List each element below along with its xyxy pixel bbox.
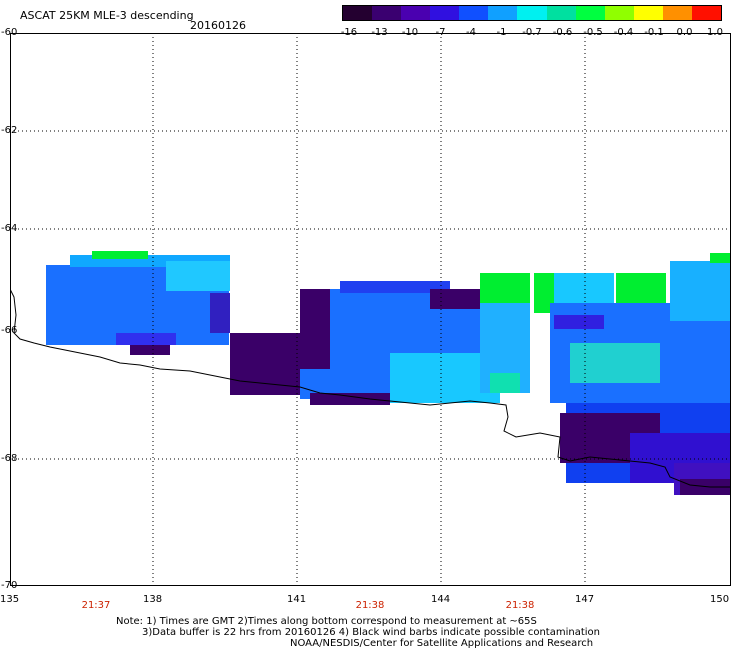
colorbar-label: -0.7 [522, 27, 542, 38]
wind-swath-block [554, 273, 614, 303]
colorbar-label: -10 [401, 27, 419, 38]
latitude-label: -64 [1, 223, 18, 234]
map-plot [10, 33, 731, 586]
wind-swath-block [480, 273, 530, 303]
wind-swath-block [616, 273, 666, 303]
note-line-3: NOAA/NESDIS/Center for Satellite Applica… [290, 638, 594, 649]
colorbar-segment [633, 6, 663, 20]
wind-swath-block [570, 343, 660, 383]
colorbar-segment [662, 6, 692, 20]
wind-swath-block [554, 315, 604, 329]
colorbar-segment [459, 6, 489, 20]
colorbar-segment [575, 6, 605, 20]
colorbar-segment [691, 6, 722, 20]
colorbar-label: -0.6 [552, 27, 573, 38]
wind-swath-block [166, 261, 230, 291]
wind-swath-block [310, 393, 390, 405]
note-line-1: Note: 1) Times are GMT 2)Times along bot… [116, 616, 537, 627]
colorbar-segment [401, 6, 431, 20]
colorbar-label: -4 [466, 27, 476, 38]
colorbar-label: -13 [371, 27, 388, 38]
wind-swath-block [300, 289, 330, 369]
colorbar-segment [604, 6, 634, 20]
colorbar-segment [517, 6, 547, 20]
colorbar-label: 1.0 [707, 27, 723, 38]
latitude-label: -70 [1, 580, 18, 591]
coastline [10, 288, 731, 488]
wind-swath-block [210, 293, 230, 333]
map-date: 20160126 [190, 19, 246, 32]
wind-swaths [46, 251, 731, 495]
longitude-label: 135 [0, 594, 20, 605]
wind-swath-block [340, 281, 450, 293]
grid-lines [10, 33, 731, 586]
wind-swath-block [670, 261, 731, 321]
latitude-label: -68 [1, 453, 18, 464]
wind-swath-block [430, 289, 480, 309]
map-title: ASCAT 25KM MLE-3 descending [20, 9, 194, 22]
colorbar-segment [546, 6, 576, 20]
colorbar-segment [372, 6, 402, 20]
longitude-label: 141 [287, 594, 307, 605]
time-label: 21:38 [355, 600, 385, 611]
colorbar-label: -7 [435, 27, 446, 38]
wind-swath-block [490, 373, 520, 393]
wind-swath-block [710, 253, 731, 263]
wind-swath-block [92, 251, 148, 259]
latitude-label: -60 [1, 27, 18, 38]
longitude-label: 150 [710, 594, 730, 605]
colorbar-segment [430, 6, 460, 20]
wind-swath-block [116, 333, 176, 345]
colorbar-label: -1 [496, 27, 507, 38]
longitude-label: 138 [143, 594, 163, 605]
colorbar-label: -0.5 [583, 27, 603, 38]
plot-frame [10, 33, 731, 586]
latitude-label: -62 [1, 125, 18, 136]
longitude-label: 144 [431, 594, 451, 605]
time-label: 21:38 [505, 600, 535, 611]
colorbar-label: -0.4 [613, 27, 634, 38]
time-label: 21:37 [81, 600, 111, 611]
colorbar-label: -16 [340, 27, 358, 38]
colorbar-segment [488, 6, 518, 20]
colorbar-label: -0.1 [644, 27, 664, 38]
colorbar-segment [343, 6, 373, 20]
colorbar [342, 5, 722, 21]
longitude-label: 147 [575, 594, 595, 605]
note-line-2: 3)Data buffer is 22 hrs from 20160126 4)… [142, 627, 600, 638]
colorbar-label: 0.0 [676, 27, 693, 38]
wind-swath-block [130, 345, 170, 355]
wind-swath-block [230, 333, 310, 395]
latitude-label: -66 [1, 325, 18, 336]
